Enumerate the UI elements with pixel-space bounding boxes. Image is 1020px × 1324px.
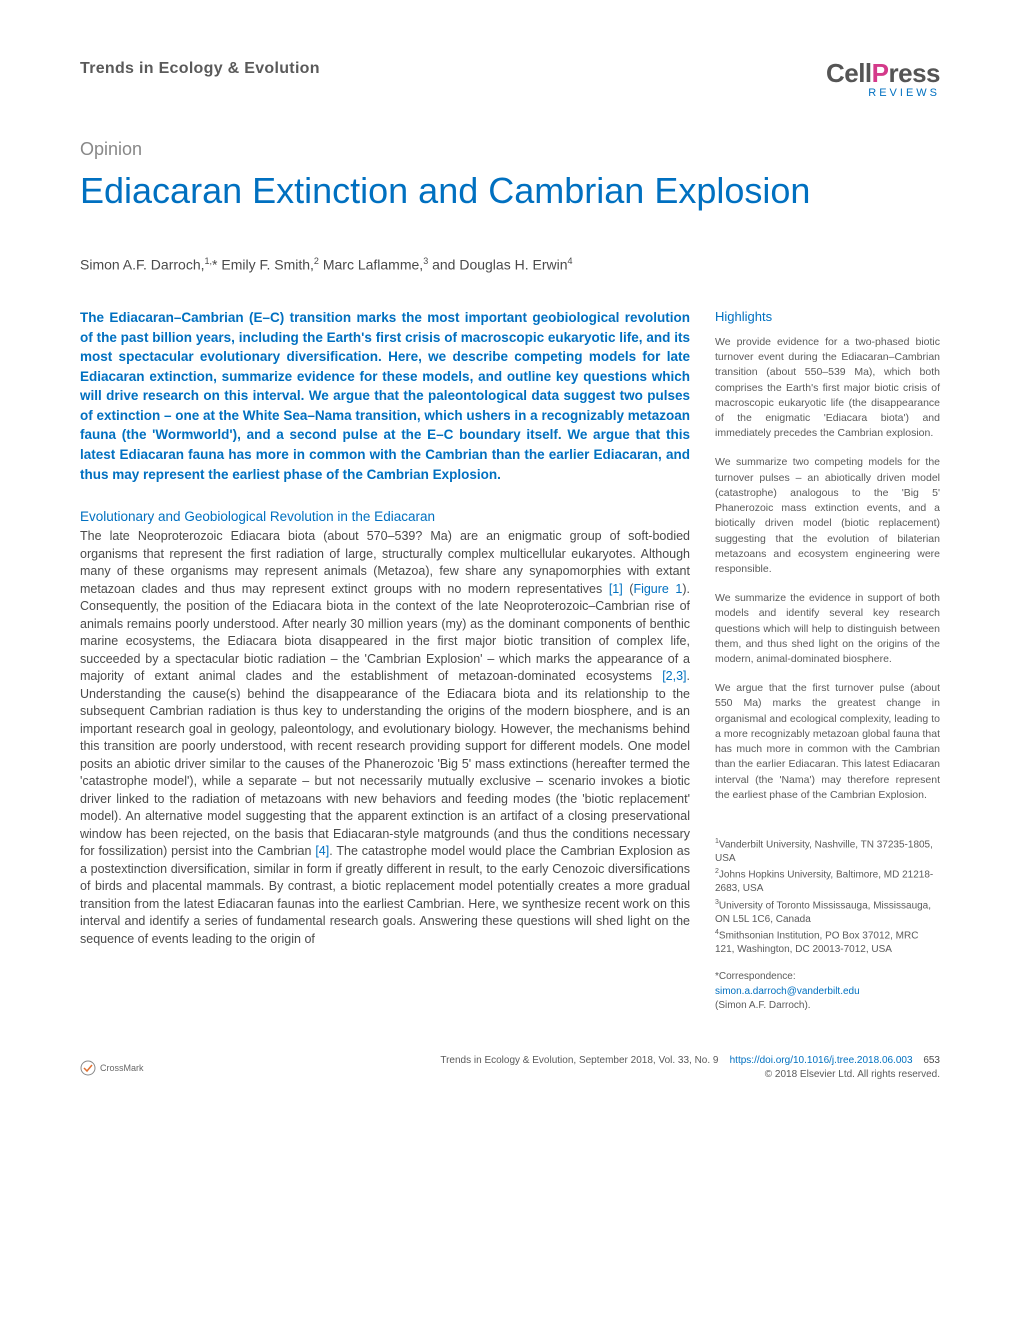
- footer: CrossMark Trends in Ecology & Evolution,…: [80, 1054, 940, 1082]
- publisher-logo: CellPress REVIEWS: [826, 60, 940, 99]
- authors: Simon A.F. Darroch,1,* Emily F. Smith,2 …: [80, 256, 940, 273]
- abstract: The Ediacaran–Cambrian (E–C) transition …: [80, 308, 690, 484]
- footer-copyright: © 2018 Elsevier Ltd. All rights reserved…: [440, 1068, 940, 1082]
- highlights-heading: Highlights: [715, 308, 940, 327]
- correspondence-label: *Correspondence:: [715, 970, 940, 985]
- highlight-item: We argue that the first turnover pulse (…: [715, 681, 940, 803]
- highlight-item: We summarize two competing models for th…: [715, 455, 940, 577]
- correspondence-name: (Simon A.F. Darroch).: [715, 999, 940, 1014]
- section-heading: Evolutionary and Geobiological Revolutio…: [80, 509, 690, 524]
- article-title: Ediacaran Extinction and Cambrian Explos…: [80, 170, 940, 211]
- footer-doi[interactable]: https://doi.org/10.1016/j.tree.2018.06.0…: [730, 1055, 913, 1066]
- highlight-item: We provide evidence for a two-phased bio…: [715, 335, 940, 442]
- footer-citation: Trends in Ecology & Evolution, September…: [440, 1055, 718, 1066]
- logo-ress: ress: [889, 58, 941, 88]
- affiliation: 4Smithsonian Institution, PO Box 37012, …: [715, 928, 940, 956]
- crossmark-icon: [80, 1060, 96, 1076]
- body-text: The late Neoproterozoic Ediacara biota (…: [80, 528, 690, 948]
- crossmark-badge[interactable]: CrossMark: [80, 1060, 144, 1076]
- footer-page: 653: [923, 1055, 940, 1066]
- main-column: The Ediacaran–Cambrian (E–C) transition …: [80, 308, 690, 1014]
- correspondence-email[interactable]: simon.a.darroch@vanderbilt.edu: [715, 985, 940, 1000]
- logo-p: P: [872, 58, 889, 88]
- crossmark-label: CrossMark: [100, 1063, 144, 1073]
- journal-name: Trends in Ecology & Evolution: [80, 60, 320, 78]
- highlight-item: We summarize the evidence in support of …: [715, 591, 940, 667]
- logo-cell: Cell: [826, 58, 872, 88]
- affiliation: 1Vanderbilt University, Nashville, TN 37…: [715, 837, 940, 865]
- affiliation: 2Johns Hopkins University, Baltimore, MD…: [715, 867, 940, 895]
- affiliation: 3University of Toronto Mississauga, Miss…: [715, 898, 940, 926]
- sidebar: Highlights We provide evidence for a two…: [715, 308, 940, 1014]
- logo-reviews: REVIEWS: [826, 88, 940, 99]
- article-type: Opinion: [80, 139, 940, 160]
